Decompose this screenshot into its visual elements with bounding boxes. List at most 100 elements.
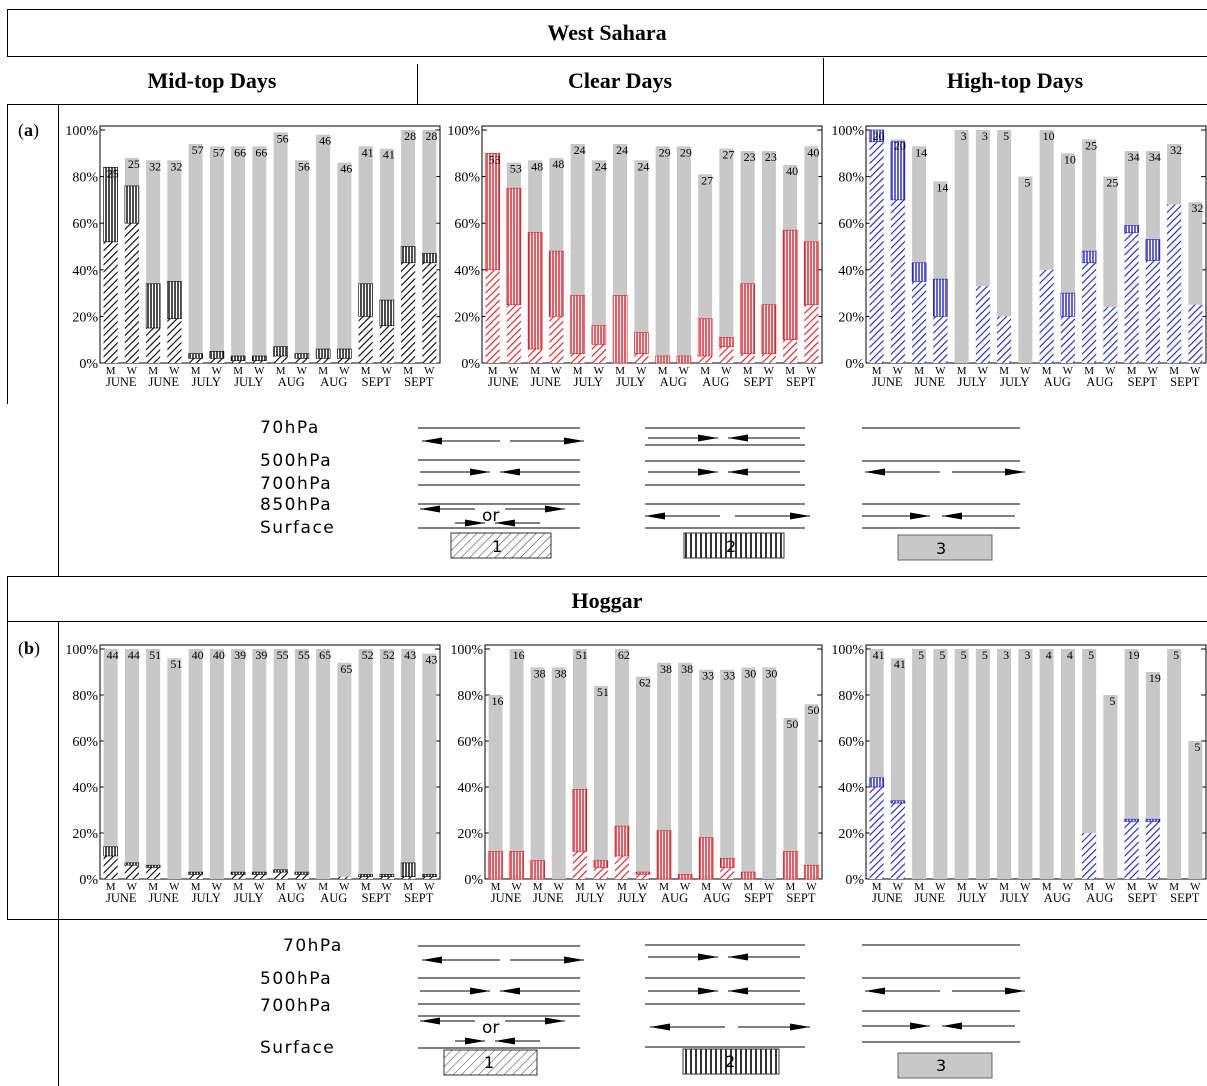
x-category-label: M [533, 881, 543, 893]
x-month-label: JUNE [914, 891, 945, 905]
arrow-head [698, 468, 718, 476]
y-tick-label: 80% [838, 689, 864, 704]
bar-rest [337, 162, 352, 363]
bar-count-label: 50 [786, 717, 798, 731]
bar-pattern-2 [804, 864, 819, 880]
bar-pattern-2 [698, 837, 714, 880]
bar-count-label: 27 [722, 148, 734, 162]
bar-rest [124, 649, 139, 879]
bar-pattern-1 [1145, 821, 1160, 879]
row-label-divider-b [58, 621, 59, 1086]
x-category-label: W [297, 365, 308, 377]
bar-pattern-2 [1145, 239, 1161, 261]
y-tick-label: 0% [464, 873, 483, 888]
y-tick-label: 20% [454, 310, 480, 325]
level-label-b-700: 700hPa [260, 996, 332, 1016]
bar-rest [316, 134, 331, 363]
x-category-label: W [638, 881, 649, 893]
bar-pattern-2 [591, 325, 607, 345]
arrow-head [545, 1017, 565, 1025]
table-left-rule-mid [7, 576, 8, 621]
x-category-label: W [721, 365, 732, 377]
arrow-head [865, 987, 885, 995]
bar-pattern-1 [188, 358, 203, 363]
x-category-label: W [636, 365, 647, 377]
bar-pattern-2 [527, 232, 543, 350]
bar-count-label: 52 [362, 648, 374, 662]
bar-pattern-2 [1145, 818, 1161, 822]
x-category-label: M [106, 881, 116, 893]
x-category-label: W [382, 365, 393, 377]
col-divider-2 [823, 58, 824, 104]
bar-count-label: 62 [618, 648, 630, 662]
bar-pattern-2 [655, 355, 670, 364]
bar-pattern-2 [634, 332, 649, 354]
bar-count-label: 25 [128, 157, 140, 171]
subheader-rule [7, 104, 1207, 105]
x-month-label: JUNE [491, 891, 522, 905]
arrow-head [495, 519, 515, 527]
x-month-label: AUG [661, 891, 688, 905]
x-category-label: M [148, 881, 158, 893]
bar-pattern-2 [145, 283, 161, 329]
y-tick-label: 80% [72, 689, 98, 704]
bar-pattern-2 [612, 295, 628, 364]
level-label-b-70: 70hPa [283, 936, 343, 956]
bar-pattern-2 [488, 851, 503, 880]
plot-frame [484, 644, 823, 880]
bar-count-label: 38 [534, 666, 546, 680]
bar-count-label: 43 [404, 648, 416, 662]
bar-count-label: 24 [595, 159, 607, 173]
x-category-label: W [764, 881, 775, 893]
bar-pattern-2 [124, 185, 140, 224]
y-tick-label: 20% [457, 827, 483, 842]
arrow-head [422, 956, 442, 964]
bar-count-label: 24 [616, 143, 628, 157]
x-category-label: W [212, 365, 223, 377]
bar-count-label: 30 [765, 666, 777, 680]
x-month-label: JUNE [533, 891, 564, 905]
x-category-label: W [978, 365, 989, 377]
bar-pattern-2 [230, 355, 246, 361]
bar-rest [146, 649, 161, 879]
bar-pattern-2 [252, 355, 267, 361]
x-category-label: W [1063, 365, 1074, 377]
x-category-label: M [999, 365, 1009, 377]
bar-count-label: 65 [340, 662, 352, 676]
bar-rest [273, 649, 288, 879]
x-category-label: W [509, 365, 520, 377]
x-month-label: AUG [660, 375, 687, 389]
y-tick-label: 60% [838, 217, 864, 232]
bar-count-label: 38 [555, 666, 567, 680]
bar-pattern-1 [379, 876, 394, 879]
x-month-label: JUNE [488, 375, 519, 389]
bar-count-label: 5 [1003, 129, 1009, 143]
level-label-700: 700hPa [260, 474, 332, 494]
bar-pattern-1 [634, 353, 649, 363]
bar-pattern-2 [103, 846, 118, 857]
table-top-rule [7, 9, 1207, 10]
y-tick-label: 80% [838, 171, 864, 186]
bar-pattern-1 [804, 304, 819, 363]
bar-rest [530, 667, 545, 879]
x-category-label: W [551, 365, 562, 377]
bar-pattern-2 [697, 318, 713, 357]
y-tick-label: 100% [65, 124, 98, 139]
arrow-head [728, 953, 748, 961]
bar-count-label: 48 [531, 159, 543, 173]
bar-count-label: 66 [234, 145, 246, 159]
bar-count-label: 55 [277, 648, 289, 662]
y-tick-label: 60% [457, 735, 483, 750]
y-tick-label: 60% [454, 217, 480, 232]
bar-pattern-1 [485, 269, 500, 363]
bar-rest [1188, 741, 1203, 879]
y-tick-label: 80% [457, 689, 483, 704]
x-month-label: SEPT [362, 891, 392, 905]
y-tick-label: 100% [450, 643, 483, 658]
bar-pattern-2 [103, 166, 118, 243]
table-left-rule-b [7, 621, 8, 919]
bar-rest [488, 695, 503, 879]
col-divider-1 [417, 64, 418, 104]
